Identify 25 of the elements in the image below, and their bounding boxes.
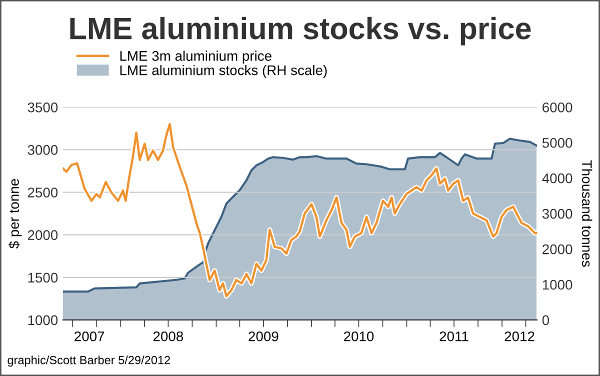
text: graphic/Scott Barber 5/29/2012 bbox=[8, 356, 170, 367]
x-tick-label: 2012 bbox=[504, 331, 534, 342]
y2-tick-label: 5000 bbox=[542, 138, 572, 148]
legend-label: LME 3m aluminium price bbox=[120, 50, 272, 64]
y-tick-label: 2000 bbox=[28, 230, 58, 240]
y2-tick-label: 3000 bbox=[542, 208, 572, 219]
legend-label: LME aluminium stocks (RH scale) bbox=[120, 65, 327, 78]
y-tick-label: 3000 bbox=[28, 145, 58, 155]
y2-tick-label: 6000 bbox=[542, 102, 572, 112]
x-tick-label: 2007 bbox=[74, 331, 104, 342]
y-tick-label: 2500 bbox=[28, 188, 58, 198]
y2-tick-label: 1000 bbox=[542, 280, 572, 290]
x-tick-label: 2011 bbox=[440, 331, 468, 342]
y2-tick-label: 2000 bbox=[542, 244, 572, 254]
y-axis-title: $ per tonne bbox=[8, 179, 22, 249]
y2-axis-title: Thousand tonnes bbox=[582, 160, 592, 267]
chart-title: LME aluminium stocks vs. price bbox=[70, 16, 531, 46]
y-tick-label: 3500 bbox=[28, 102, 58, 112]
x-tick-label: 2008 bbox=[153, 331, 184, 342]
y-tick-label: 1000 bbox=[28, 315, 58, 326]
y2-tick-label: 4000 bbox=[542, 173, 572, 184]
y-tick-label: 1500 bbox=[28, 272, 58, 283]
x-tick-label: 2010 bbox=[344, 331, 374, 342]
y2-tick-label: 0 bbox=[542, 315, 550, 326]
x-tick-label: 2009 bbox=[248, 331, 278, 342]
